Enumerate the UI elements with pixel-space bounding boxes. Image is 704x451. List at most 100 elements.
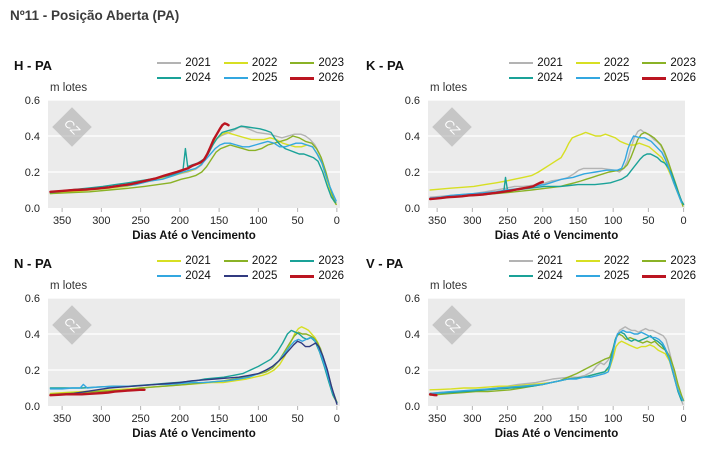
y-tick-label: 0.2 bbox=[405, 365, 420, 377]
legend-year-label: 2025 bbox=[603, 270, 630, 282]
x-tick-label: 250 bbox=[131, 215, 149, 227]
panel-vpa: CZ 350 300 250 200 150 100 50 0 0.0 0.2 0.4 0.6 Dias … bbox=[352, 250, 704, 448]
plot-area bbox=[428, 100, 685, 208]
series-line-2023 bbox=[429, 131, 684, 207]
legend-year-label: 2022 bbox=[603, 255, 630, 267]
x-tick-label: 250 bbox=[498, 413, 516, 425]
legend-item-2024: 2024 bbox=[509, 72, 563, 84]
x-tick-label: 100 bbox=[604, 413, 622, 425]
y-tick-label: 0.6 bbox=[405, 95, 420, 107]
y-tick-label: 0.4 bbox=[405, 131, 420, 143]
legend-item-2021: 2021 bbox=[157, 255, 211, 267]
legend-item-2022: 2022 bbox=[223, 57, 277, 69]
x-tick-label: 250 bbox=[498, 215, 516, 227]
series-line-2025 bbox=[49, 340, 338, 405]
x-tick-label: 100 bbox=[249, 413, 267, 425]
x-tick-label: 300 bbox=[463, 215, 481, 227]
x-tick-label: 300 bbox=[92, 413, 110, 425]
panel-title-hpa: H - PA bbox=[14, 58, 53, 73]
legend-year-label: 2023 bbox=[670, 57, 696, 69]
legend-swatch-gray bbox=[509, 260, 534, 262]
series-line-2023 bbox=[49, 135, 337, 206]
y-tick-label: 0.2 bbox=[25, 365, 40, 377]
legend-swatch-blue bbox=[575, 77, 600, 79]
panel-title-vpa: V - PA bbox=[366, 256, 404, 271]
series-line-2025 bbox=[49, 140, 337, 202]
legend-item-2023: 2023 bbox=[290, 255, 344, 267]
legend-swatch-yellow bbox=[575, 62, 600, 64]
x-tick-label: 150 bbox=[569, 215, 587, 227]
y-tick-label: 0.6 bbox=[405, 293, 420, 305]
legend-swatch-yellow bbox=[223, 62, 248, 64]
legend-swatch-teal bbox=[157, 77, 182, 79]
legend-year-label: 2026 bbox=[670, 270, 696, 282]
series-line-2025 bbox=[429, 329, 684, 402]
y-tick-label: 0.0 bbox=[405, 401, 420, 413]
x-tick-label: 350 bbox=[53, 413, 71, 425]
series-line-2026 bbox=[428, 180, 545, 201]
x-tick-label: 350 bbox=[428, 413, 446, 425]
legend-year-label: 2024 bbox=[537, 72, 563, 84]
legend-item-2026: 2026 bbox=[290, 270, 344, 282]
legend-year-label: 2024 bbox=[185, 270, 211, 282]
series-line-2024 bbox=[429, 331, 683, 402]
legend-swatch-navy bbox=[223, 275, 248, 277]
legend-item-2022: 2022 bbox=[575, 255, 630, 267]
legend-vpa: 2021 2022 2023 2024 2025 2026 bbox=[509, 255, 696, 282]
legend-year-label: 2021 bbox=[537, 57, 563, 69]
legend-swatch-blue bbox=[575, 275, 600, 277]
x-tick-label: 100 bbox=[604, 215, 622, 227]
x-tick-label: 300 bbox=[92, 215, 110, 227]
panel-title-kpa: K - PA bbox=[366, 58, 405, 73]
legend-swatch-gray bbox=[157, 62, 182, 64]
legend-year-label: 2026 bbox=[318, 270, 344, 282]
legend-item-2025: 2025 bbox=[223, 270, 277, 282]
legend-swatch-green bbox=[290, 62, 315, 64]
legend-swatch-green bbox=[223, 260, 248, 262]
y-tick-label: 0.0 bbox=[25, 203, 40, 215]
legend-item-2022: 2022 bbox=[575, 57, 629, 69]
legend-item-2021: 2021 bbox=[157, 57, 211, 69]
legend-swatch-teal bbox=[509, 77, 534, 79]
x-tick-label: 250 bbox=[131, 413, 149, 425]
x-tick-label: 50 bbox=[642, 215, 654, 227]
y-axis-unit-label: m lotes bbox=[430, 280, 468, 292]
legend-hpa: 2021 2022 2023 2024 2025 2026 bbox=[157, 57, 344, 84]
legend-item-2026: 2026 bbox=[290, 72, 344, 84]
y-tick-label: 0.0 bbox=[405, 203, 420, 215]
x-tick-label: 150 bbox=[569, 413, 587, 425]
legend-item-2024: 2024 bbox=[509, 270, 563, 282]
legend-swatch-gray bbox=[509, 62, 534, 64]
legend-year-label: 2023 bbox=[318, 255, 344, 267]
legend-item-2025: 2025 bbox=[575, 72, 629, 84]
y-tick-label: 0.6 bbox=[25, 293, 40, 305]
legend-year-label: 2021 bbox=[537, 255, 563, 267]
legend-kpa: 2021 2022 2023 2024 2025 2026 bbox=[509, 57, 696, 84]
legend-year-label: 2024 bbox=[537, 270, 563, 282]
legend-swatch-teal bbox=[290, 260, 315, 262]
legend-swatch-red bbox=[642, 76, 667, 80]
x-axis-title: Dias Até o Vencimento bbox=[495, 230, 619, 242]
panel-title-npa: N - PA bbox=[14, 256, 53, 271]
x-tick-label: 0 bbox=[334, 413, 340, 425]
legend-swatch-red bbox=[290, 274, 315, 278]
legend-year-label: 2022 bbox=[251, 255, 278, 267]
legend-item-2024: 2024 bbox=[157, 270, 211, 282]
x-axis-title: Dias Até o Vencimento bbox=[495, 428, 619, 440]
x-tick-label: 200 bbox=[534, 215, 552, 227]
x-tick-label: 50 bbox=[642, 413, 654, 425]
x-tick-label: 0 bbox=[681, 215, 687, 227]
y-tick-label: 0.6 bbox=[25, 95, 40, 107]
series-line-2026 bbox=[49, 122, 230, 194]
y-tick-label: 0.4 bbox=[405, 329, 420, 341]
page-title: Nº11 - Posição Aberta (PA) bbox=[10, 8, 180, 23]
y-axis-unit-label: m lotes bbox=[50, 82, 88, 94]
legend-item-2025: 2025 bbox=[575, 270, 630, 282]
series-line-2023 bbox=[429, 333, 685, 402]
panel-kpa: CZ 350 300 250 200 150 100 50 0 0.0 0.2 0.4 0.6 Dias … bbox=[352, 52, 704, 250]
legend-year-label: 2021 bbox=[185, 255, 211, 267]
legend-item-2023: 2023 bbox=[642, 255, 696, 267]
x-tick-label: 200 bbox=[171, 215, 189, 227]
y-tick-label: 0.4 bbox=[25, 131, 40, 143]
